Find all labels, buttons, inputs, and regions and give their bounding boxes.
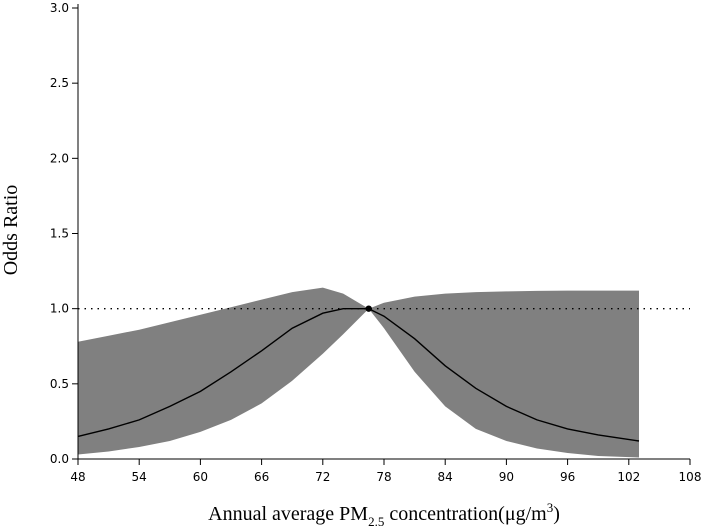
confidence-band	[78, 287, 639, 458]
odds-ratio-line-layer	[77, 305, 640, 442]
x-tick-label: 108	[679, 470, 702, 484]
y-tick-label: 3.0	[50, 1, 69, 15]
x-tick-label: 66	[254, 470, 269, 484]
x-tick-label: 102	[617, 470, 640, 484]
x-tick-label: 90	[499, 470, 514, 484]
x-tick-label: 84	[438, 470, 453, 484]
odds-ratio-line	[77, 308, 640, 442]
confidence-band-layer	[78, 287, 639, 458]
x-axis-title: Annual average PM2.5 concentration(μg/m3…	[208, 500, 560, 529]
x-axis-title-close: )	[553, 503, 560, 525]
x-tick-label: 72	[315, 470, 330, 484]
y-tick-label: 2.0	[50, 151, 69, 165]
x-axis-title-superscript: 3	[547, 500, 554, 515]
x-tick-label: 96	[560, 470, 575, 484]
x-axis-title-main: Annual average PM	[208, 503, 368, 525]
y-ticks: 0.0 0.5 1.0 1.5 2.0 2.5 3.0	[50, 1, 78, 466]
x-tick-label: 78	[376, 470, 391, 484]
y-tick-label: 0.0	[50, 452, 69, 466]
x-tick-label: 48	[70, 470, 85, 484]
x-axis-title-subscript: 2.5	[368, 514, 384, 529]
x-axis-title-rest: concentration(μg/m	[384, 503, 547, 525]
y-tick-label: 1.0	[50, 302, 69, 316]
x-ticks: 48 54 60 66 72 78 84 90 96 102 108	[70, 459, 701, 484]
y-axis-title: Odds Ratio	[0, 185, 22, 276]
reference-point	[365, 305, 372, 312]
x-tick-label: 54	[132, 470, 147, 484]
y-tick-label: 0.5	[50, 377, 69, 391]
y-tick-label: 1.5	[50, 227, 69, 241]
y-tick-label: 2.5	[50, 76, 69, 90]
x-tick-label: 60	[193, 470, 208, 484]
